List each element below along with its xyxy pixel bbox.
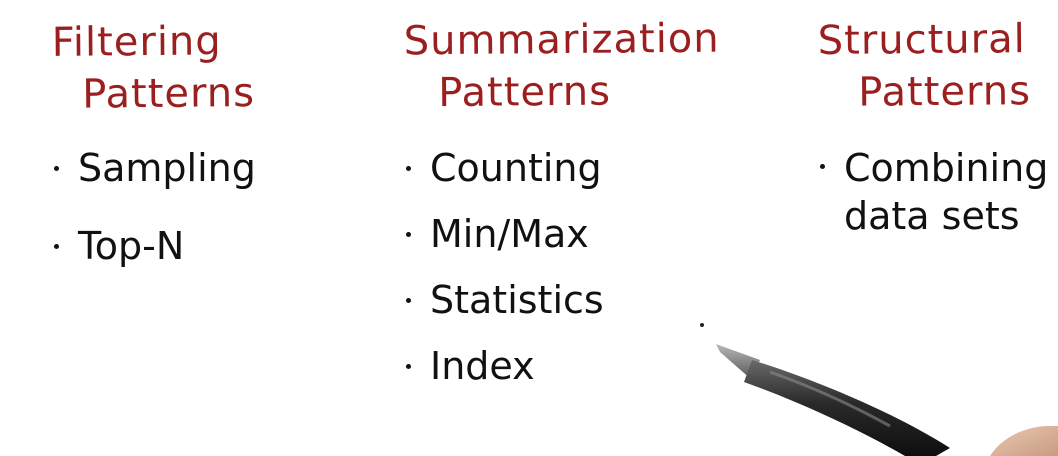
heading-line-2: Patterns	[858, 68, 1032, 116]
ink-dot	[700, 323, 704, 327]
filtering-patterns-heading: Filtering Patterns	[52, 15, 257, 121]
summarization-patterns-list: Counting Min/Max Statistics Index	[404, 146, 720, 388]
summarization-patterns-column: Summarization Patterns Counting Min/Max …	[404, 14, 720, 410]
heading-line-1: Filtering	[51, 18, 222, 66]
list-item: Statistics	[404, 278, 720, 322]
structural-patterns-column: Structural Patterns Combining data sets	[818, 13, 1049, 240]
list-item: Sampling	[52, 146, 256, 190]
heading-line-2: Patterns	[82, 70, 256, 118]
stylus-pen-icon	[716, 344, 1058, 456]
list-item: Min/Max	[404, 212, 720, 256]
filtering-patterns-list: Sampling Top-N	[52, 146, 256, 268]
structural-patterns-heading: Structural Patterns	[818, 13, 1049, 119]
structural-patterns-list: Combining data sets	[818, 144, 1048, 240]
list-item-line-1: Combining	[844, 146, 1049, 190]
list-item-line-2: data sets	[844, 194, 1020, 238]
summarization-patterns-heading: Summarization Patterns	[404, 13, 721, 120]
heading-line-1: Summarization	[403, 15, 720, 65]
list-item: Top-N	[52, 224, 256, 268]
heading-line-1: Structural	[817, 16, 1026, 65]
list-item: Index	[404, 344, 720, 388]
filtering-patterns-column: Filtering Patterns Sampling Top-N	[52, 16, 256, 302]
list-item: Counting	[404, 146, 720, 190]
list-item: Combining data sets	[818, 144, 1048, 240]
heading-line-2: Patterns	[438, 68, 612, 117]
